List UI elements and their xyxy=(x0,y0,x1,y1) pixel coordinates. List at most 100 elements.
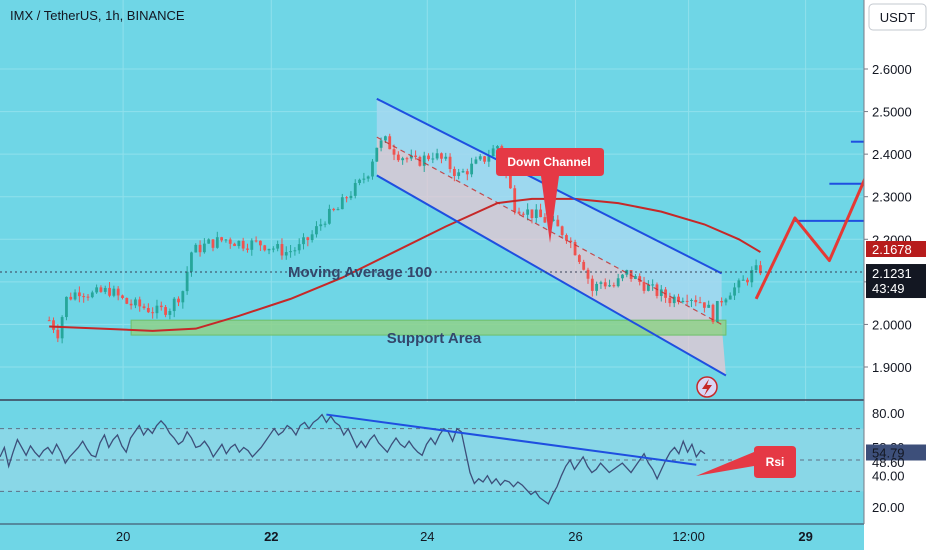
candle-body[interactable] xyxy=(444,156,448,159)
candle-body[interactable] xyxy=(159,305,163,308)
candle-body[interactable] xyxy=(646,284,650,291)
candle-body[interactable] xyxy=(702,302,706,308)
candle-body[interactable] xyxy=(707,304,711,308)
candle-body[interactable] xyxy=(448,156,452,170)
candle-body[interactable] xyxy=(655,284,659,296)
candle-body[interactable] xyxy=(211,239,215,248)
candle-body[interactable] xyxy=(103,287,107,292)
currency-button[interactable]: USDT xyxy=(868,3,927,31)
candle-body[interactable] xyxy=(345,197,349,199)
candle-body[interactable] xyxy=(95,287,99,293)
candle-body[interactable] xyxy=(116,288,120,296)
candle-body[interactable] xyxy=(181,291,185,303)
price-axis[interactable]: 2.60002.50002.40002.30002.20002.10002.00… xyxy=(864,62,926,515)
candle-body[interactable] xyxy=(47,320,51,322)
candle-body[interactable] xyxy=(422,155,426,166)
candle-body[interactable] xyxy=(215,237,219,248)
candle-body[interactable] xyxy=(284,252,288,256)
candle-body[interactable] xyxy=(452,169,456,176)
candle-body[interactable] xyxy=(254,240,258,242)
candle-body[interactable] xyxy=(65,296,68,318)
candle-body[interactable] xyxy=(185,271,189,292)
candle-body[interactable] xyxy=(228,239,232,244)
candle-body[interactable] xyxy=(435,153,439,159)
candle-body[interactable] xyxy=(431,158,435,160)
candle-body[interactable] xyxy=(677,296,680,302)
candle-body[interactable] xyxy=(733,287,736,296)
candle-body[interactable] xyxy=(672,296,676,304)
candle-body[interactable] xyxy=(569,240,573,243)
candle-body[interactable] xyxy=(565,235,568,241)
candle-body[interactable] xyxy=(560,226,564,236)
candle-body[interactable] xyxy=(715,301,719,323)
candle-body[interactable] xyxy=(220,237,224,241)
candle-body[interactable] xyxy=(323,223,327,225)
candle-body[interactable] xyxy=(509,174,512,189)
candle-body[interactable] xyxy=(190,252,193,272)
candle-body[interactable] xyxy=(741,279,745,281)
candle-body[interactable] xyxy=(177,298,180,303)
candle-body[interactable] xyxy=(690,299,693,301)
candle-body[interactable] xyxy=(362,178,366,180)
candle-body[interactable] xyxy=(155,305,159,314)
candle-body[interactable] xyxy=(478,156,482,160)
candle-body[interactable] xyxy=(668,297,672,304)
candle-body[interactable] xyxy=(681,300,685,302)
candle-body[interactable] xyxy=(711,304,715,323)
candle-body[interactable] xyxy=(414,155,417,157)
candle-body[interactable] xyxy=(125,297,129,304)
candle-body[interactable] xyxy=(552,219,555,221)
candle-body[interactable] xyxy=(461,171,465,173)
candle-body[interactable] xyxy=(327,208,331,224)
candle-body[interactable] xyxy=(250,240,254,250)
candle-body[interactable] xyxy=(194,244,198,253)
candle-body[interactable] xyxy=(737,280,741,288)
candle-body[interactable] xyxy=(289,251,292,253)
candle-body[interactable] xyxy=(302,237,305,245)
candle-body[interactable] xyxy=(556,219,560,227)
candle-body[interactable] xyxy=(142,306,146,309)
candle-body[interactable] xyxy=(315,226,318,235)
candle-body[interactable] xyxy=(621,274,624,279)
candle-body[interactable] xyxy=(73,292,77,300)
candle-body[interactable] xyxy=(388,136,392,150)
candle-body[interactable] xyxy=(172,298,176,312)
candle-body[interactable] xyxy=(534,209,538,218)
candle-body[interactable] xyxy=(168,311,172,315)
candle-body[interactable] xyxy=(297,244,301,251)
candle-body[interactable] xyxy=(608,285,611,287)
candle-body[interactable] xyxy=(440,153,443,159)
candle-body[interactable] xyxy=(82,296,86,298)
candle-body[interactable] xyxy=(728,295,732,300)
candle-body[interactable] xyxy=(517,211,521,214)
candle-body[interactable] xyxy=(543,217,547,223)
candle-body[interactable] xyxy=(491,148,495,157)
candles-layer[interactable] xyxy=(47,133,762,344)
candle-body[interactable] xyxy=(616,278,620,287)
candle-body[interactable] xyxy=(487,156,491,162)
candle-body[interactable] xyxy=(237,240,241,247)
candle-body[interactable] xyxy=(271,248,275,250)
candle-body[interactable] xyxy=(483,156,486,162)
candle-body[interactable] xyxy=(69,296,73,300)
candle-body[interactable] xyxy=(276,244,280,249)
candle-body[interactable] xyxy=(379,140,383,148)
candle-body[interactable] xyxy=(513,188,517,212)
candle-body[interactable] xyxy=(349,195,353,199)
candle-body[interactable] xyxy=(612,285,616,287)
candle-body[interactable] xyxy=(86,296,90,298)
candle-body[interactable] xyxy=(263,245,267,251)
candle-body[interactable] xyxy=(526,209,530,215)
candle-body[interactable] xyxy=(336,209,340,211)
candle-body[interactable] xyxy=(90,292,94,298)
candle-body[interactable] xyxy=(366,176,370,179)
candle-body[interactable] xyxy=(164,307,167,315)
candle-body[interactable] xyxy=(577,255,581,262)
candle-body[interactable] xyxy=(319,224,323,227)
candle-body[interactable] xyxy=(582,261,586,270)
lightning-icon[interactable] xyxy=(696,376,718,398)
candle-body[interactable] xyxy=(573,242,577,256)
candle-body[interactable] xyxy=(599,282,603,284)
candle-body[interactable] xyxy=(99,287,103,292)
candle-body[interactable] xyxy=(233,243,236,247)
